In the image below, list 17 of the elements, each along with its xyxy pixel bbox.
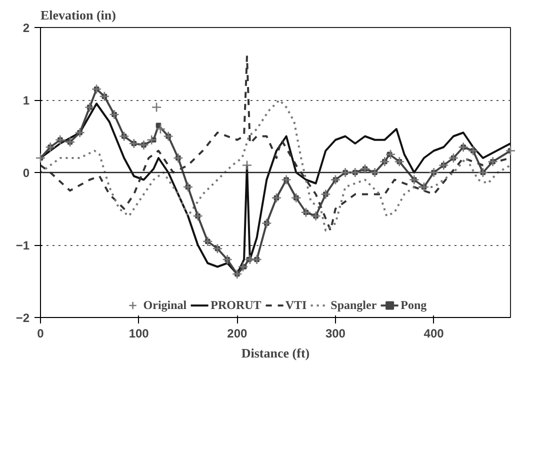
x-axis-title: Distance (ft): [241, 346, 310, 360]
x-tick-label: 200: [227, 326, 248, 340]
legend-label: VTI: [285, 298, 307, 312]
legend-label: Original: [143, 298, 187, 312]
y-tick-label: −2: [16, 311, 30, 325]
x-tick-label: 100: [128, 326, 150, 340]
y-tick-label: 2: [22, 21, 30, 35]
legend-label: PRORUT: [210, 298, 262, 312]
legend-label: Pong: [400, 298, 427, 312]
x-tick-label: 300: [325, 326, 346, 340]
x-tick-label: 0: [37, 326, 44, 340]
y-tick-label: −1: [16, 238, 30, 252]
x-tick-label: 400: [424, 326, 444, 340]
y-tick-label: 1: [22, 94, 30, 108]
legend-label: Spangler: [330, 298, 377, 312]
y-tick-label: 0: [22, 166, 30, 180]
y-axis-title: Elevation (in): [40, 8, 116, 22]
